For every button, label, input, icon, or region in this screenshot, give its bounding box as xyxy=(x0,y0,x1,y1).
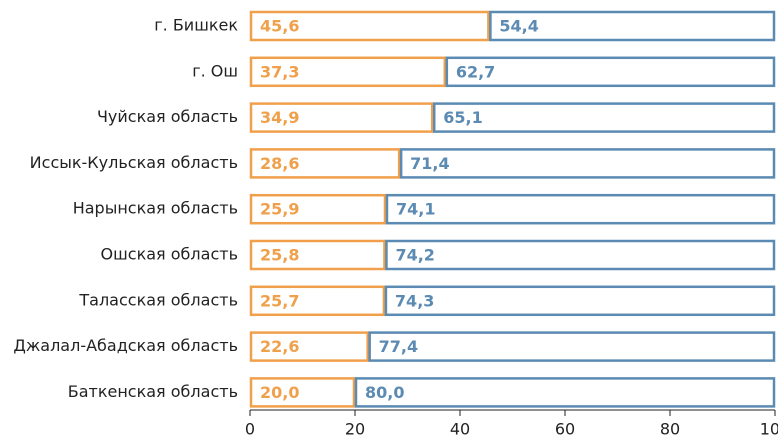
value-label: 25,7 xyxy=(260,291,299,310)
x-tick-label: 20 xyxy=(345,420,365,439)
bar-segment xyxy=(489,10,776,42)
bar-segment xyxy=(399,148,776,179)
category-label: Нарынская область xyxy=(73,199,238,218)
bar-segment xyxy=(249,102,434,133)
bar-segment xyxy=(249,56,447,88)
bar-segment xyxy=(368,331,776,362)
bar-segment xyxy=(385,239,776,271)
bar-segment xyxy=(249,148,401,179)
value-label: 62,7 xyxy=(456,62,495,81)
value-label: 45,6 xyxy=(260,17,299,36)
category-label: Чуйская область xyxy=(97,107,238,126)
category-label: Баткенская область xyxy=(68,382,238,401)
value-label: 74,1 xyxy=(396,200,435,219)
x-tick-label: 40 xyxy=(450,420,470,439)
value-label: 74,3 xyxy=(395,291,434,310)
x-tick-label: 80 xyxy=(660,420,680,439)
category-label: Джалал-Абадская область xyxy=(13,336,238,355)
bar-segment xyxy=(249,331,369,362)
category-label: Ошская область xyxy=(101,245,238,264)
value-label: 22,6 xyxy=(260,337,299,356)
x-tick-label: 0 xyxy=(245,420,255,439)
bar-segment xyxy=(249,285,386,317)
category-label: Иссык-Кульская область xyxy=(30,153,238,172)
value-label: 25,9 xyxy=(260,200,299,219)
category-label: Таласская область xyxy=(78,290,238,309)
value-label: 54,4 xyxy=(499,17,538,36)
value-label: 28,6 xyxy=(260,154,299,173)
bar-segment xyxy=(445,56,776,88)
value-label: 20,0 xyxy=(260,383,299,402)
x-tick-label: 60 xyxy=(555,420,575,439)
value-label: 71,4 xyxy=(410,154,449,173)
value-label: 37,3 xyxy=(260,62,299,81)
bar-segment xyxy=(249,239,386,271)
value-label: 25,8 xyxy=(260,246,299,265)
bar-segment xyxy=(249,193,387,225)
value-label: 34,9 xyxy=(260,108,299,127)
value-label: 65,1 xyxy=(443,108,482,127)
x-tick-label: 100 xyxy=(760,420,778,439)
value-label: 77,4 xyxy=(379,337,418,356)
value-label: 74,2 xyxy=(395,246,434,265)
bar-segment xyxy=(384,285,776,317)
bar-segment xyxy=(432,102,776,133)
category-label: г. Ош xyxy=(192,61,238,80)
bar-segment xyxy=(249,10,490,42)
bar-segment xyxy=(249,377,356,408)
bar-segment xyxy=(385,193,776,225)
value-label: 80,0 xyxy=(365,383,404,402)
bar-segment xyxy=(354,377,776,408)
category-label: г. Бишкек xyxy=(154,16,238,35)
